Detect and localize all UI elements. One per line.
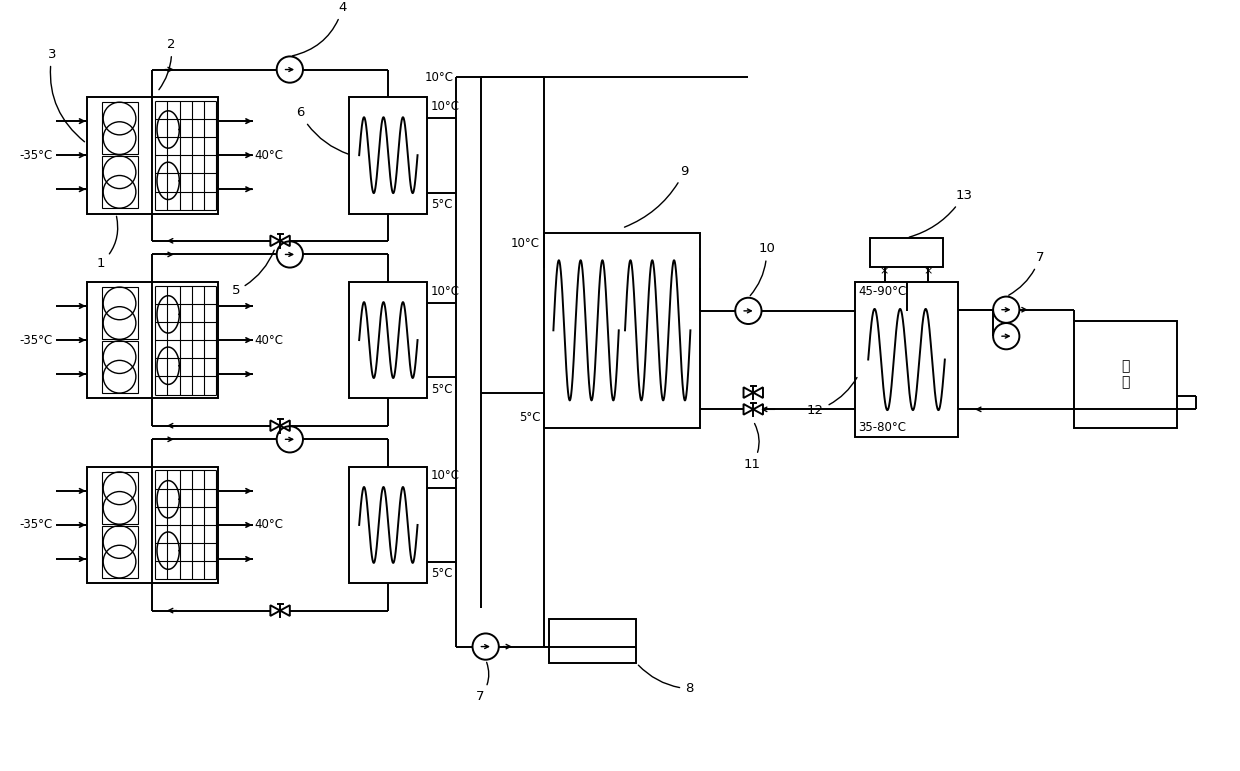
Text: 35-80°C: 35-80°C [858, 422, 906, 434]
Text: 10°C: 10°C [424, 71, 454, 84]
Text: -35°C: -35°C [20, 149, 52, 162]
Text: -35°C: -35°C [20, 334, 52, 346]
Text: 10°C: 10°C [432, 99, 460, 113]
Text: -35°C: -35°C [20, 518, 52, 531]
Text: 8: 8 [639, 665, 693, 695]
Text: 10: 10 [750, 243, 775, 295]
Text: 45-90°C: 45-90°C [858, 284, 906, 298]
Text: 6: 6 [296, 106, 348, 154]
Text: 7: 7 [476, 662, 489, 703]
Text: 1: 1 [97, 217, 118, 270]
Text: 40°C: 40°C [254, 334, 283, 346]
Text: 5°C: 5°C [518, 411, 541, 424]
Text: 10°C: 10°C [432, 470, 460, 483]
Bar [87, 97, 218, 214]
Bar [544, 233, 699, 428]
Bar [87, 281, 218, 399]
Text: 3: 3 [48, 48, 84, 142]
Text: 2: 2 [159, 38, 176, 89]
Text: 13: 13 [909, 189, 972, 237]
Text: 10°C: 10°C [511, 237, 541, 250]
Bar [350, 97, 428, 214]
Bar [1074, 321, 1177, 428]
Text: 12: 12 [807, 378, 857, 417]
Text: 40°C: 40°C [254, 149, 283, 162]
Text: 4: 4 [293, 2, 347, 56]
Text: 用
户: 用 户 [1121, 359, 1130, 389]
Bar [870, 238, 942, 267]
Bar [856, 281, 957, 437]
Bar [350, 281, 428, 399]
Bar [549, 619, 636, 663]
Text: ×: × [924, 267, 934, 277]
Text: 5°C: 5°C [432, 197, 453, 210]
Text: 5°C: 5°C [432, 382, 453, 396]
Text: 5: 5 [232, 251, 274, 298]
Text: 40°C: 40°C [254, 518, 283, 531]
Text: 10°C: 10°C [432, 284, 460, 298]
Text: 9: 9 [625, 165, 688, 227]
Text: ×: × [880, 267, 889, 277]
Bar [350, 466, 428, 584]
Bar [87, 466, 218, 584]
Text: 7: 7 [1008, 251, 1044, 295]
Text: 5°C: 5°C [432, 567, 453, 581]
Text: 11: 11 [744, 423, 760, 471]
